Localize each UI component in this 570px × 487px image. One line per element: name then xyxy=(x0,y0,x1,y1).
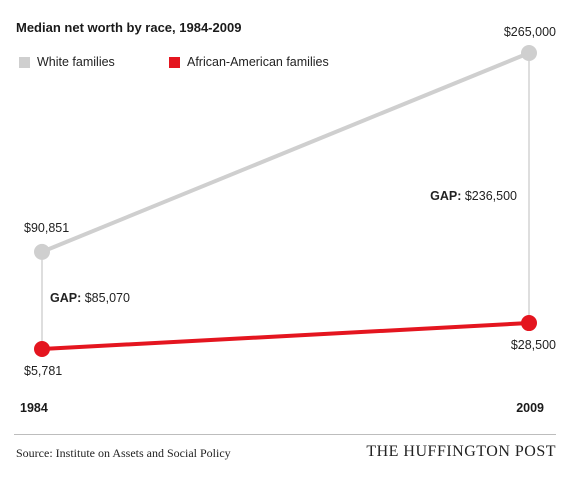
point-aa-2009 xyxy=(521,315,537,332)
legend-label-white: White families xyxy=(37,55,115,69)
legend-item-white-families: White families xyxy=(19,55,115,69)
legend-swatch-african-american xyxy=(169,56,180,68)
publisher-logo-text: THE HUFFINGTON POST xyxy=(366,443,556,460)
gap-label-2009-prefix: GAP: xyxy=(430,189,461,203)
point-white-1984 xyxy=(34,243,50,260)
footer-divider xyxy=(14,434,556,435)
x-tick-label-2009: 2009 xyxy=(516,401,544,415)
gap-label-2009-value: $236,500 xyxy=(465,189,517,203)
data-label-white-2009: $265,000 xyxy=(504,25,556,39)
gap-label-2009: GAP: $236,500 xyxy=(430,189,517,203)
series-line-african-american-families xyxy=(41,321,530,351)
data-label-aa-1984: $5,781 xyxy=(24,364,62,378)
gap-label-1984: GAP: $85,070 xyxy=(50,291,130,305)
legend-swatch-white xyxy=(19,56,30,68)
legend-label-african-american: African-American families xyxy=(187,55,329,69)
gap-label-1984-prefix: GAP: xyxy=(50,291,81,305)
series-line-white-families xyxy=(41,51,530,254)
data-label-aa-2009: $28,500 xyxy=(511,338,556,352)
legend-item-african-american-families: African-American families xyxy=(169,55,329,69)
chart-title: Median net worth by race, 1984-2009 xyxy=(16,20,242,35)
point-aa-1984 xyxy=(34,341,50,357)
point-white-2009 xyxy=(521,45,537,61)
gap-label-1984-value: $85,070 xyxy=(85,291,130,305)
source-note: Source: Institute on Assets and Social P… xyxy=(16,446,231,460)
x-tick-label-1984: 1984 xyxy=(20,401,48,415)
data-label-white-1984: $90,851 xyxy=(24,221,69,235)
